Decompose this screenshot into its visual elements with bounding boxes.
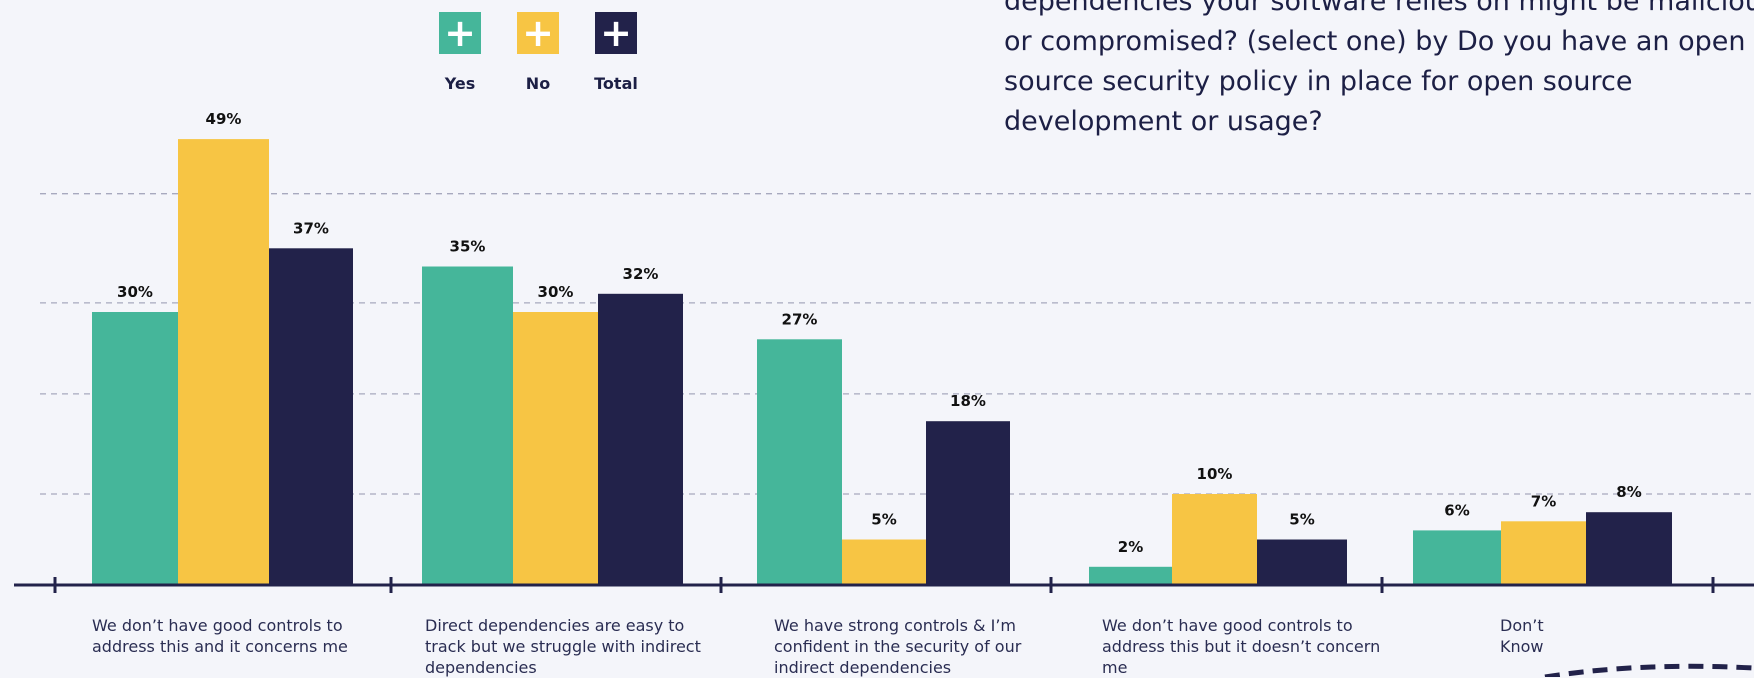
data-labels: 30% 49% 37% 35% 30% 32% 27% 5% 18% 2% 10% 5% 6% 7% 8% [117, 110, 1642, 556]
legend-label-total: Total [594, 74, 638, 93]
x-axis [14, 577, 1754, 593]
bars [92, 139, 1672, 586]
bar-yes [757, 339, 842, 585]
data-label: 18% [950, 392, 986, 410]
bar-total [598, 293, 683, 585]
data-label: 10% [1197, 465, 1233, 483]
data-label: 30% [538, 283, 574, 301]
legend-item-no: + No [498, 12, 578, 93]
data-label: 5% [1289, 511, 1314, 529]
data-label: 6% [1444, 501, 1469, 519]
category-label: Direct dependencies are easy to track bu… [425, 616, 701, 677]
plus-icon: + [522, 11, 554, 55]
bar-no [178, 139, 269, 585]
bar-total [1586, 512, 1672, 585]
bar-total [269, 248, 353, 586]
bar-yes [422, 266, 513, 585]
legend-label-no: No [525, 74, 551, 93]
bar-total [926, 421, 1010, 585]
bar-no [513, 312, 598, 585]
bar-total [1257, 539, 1347, 585]
data-label: 27% [782, 310, 818, 328]
chart-title: dependencies your software relies on mig… [1004, 0, 1754, 137]
data-label: 37% [293, 219, 329, 237]
category-label: We have strong controls & I’m confident … [774, 616, 1022, 677]
category-label: We don’t have good controls to address t… [92, 616, 348, 656]
legend-item-total: + Total [576, 12, 656, 93]
bar-no [1172, 494, 1257, 585]
legend-swatch-no: + [517, 12, 559, 54]
data-label: 30% [117, 283, 153, 301]
data-label: 5% [871, 511, 896, 529]
data-label: 8% [1616, 483, 1641, 501]
bar-yes [92, 312, 178, 585]
bar-yes [1413, 530, 1501, 585]
legend-swatch-yes: + [439, 12, 481, 54]
data-label: 32% [623, 265, 659, 283]
data-label: 2% [1118, 538, 1143, 556]
plus-icon: + [444, 11, 476, 55]
data-label: 49% [206, 110, 242, 128]
plus-icon: + [600, 11, 632, 55]
bar-no [1501, 521, 1586, 585]
legend-swatch-total: + [595, 12, 637, 54]
data-label: 35% [450, 238, 486, 256]
bar-yes [1089, 566, 1172, 585]
bar-no [842, 539, 926, 585]
legend-label-yes: Yes [444, 74, 476, 93]
category-label: We don’t have good controls to address t… [1102, 616, 1381, 677]
legend-item-yes: + Yes [420, 12, 500, 93]
decorative-dashed-arc [1544, 663, 1754, 677]
data-label: 7% [1531, 492, 1556, 510]
category-label: Don’t Know [1500, 616, 1544, 656]
